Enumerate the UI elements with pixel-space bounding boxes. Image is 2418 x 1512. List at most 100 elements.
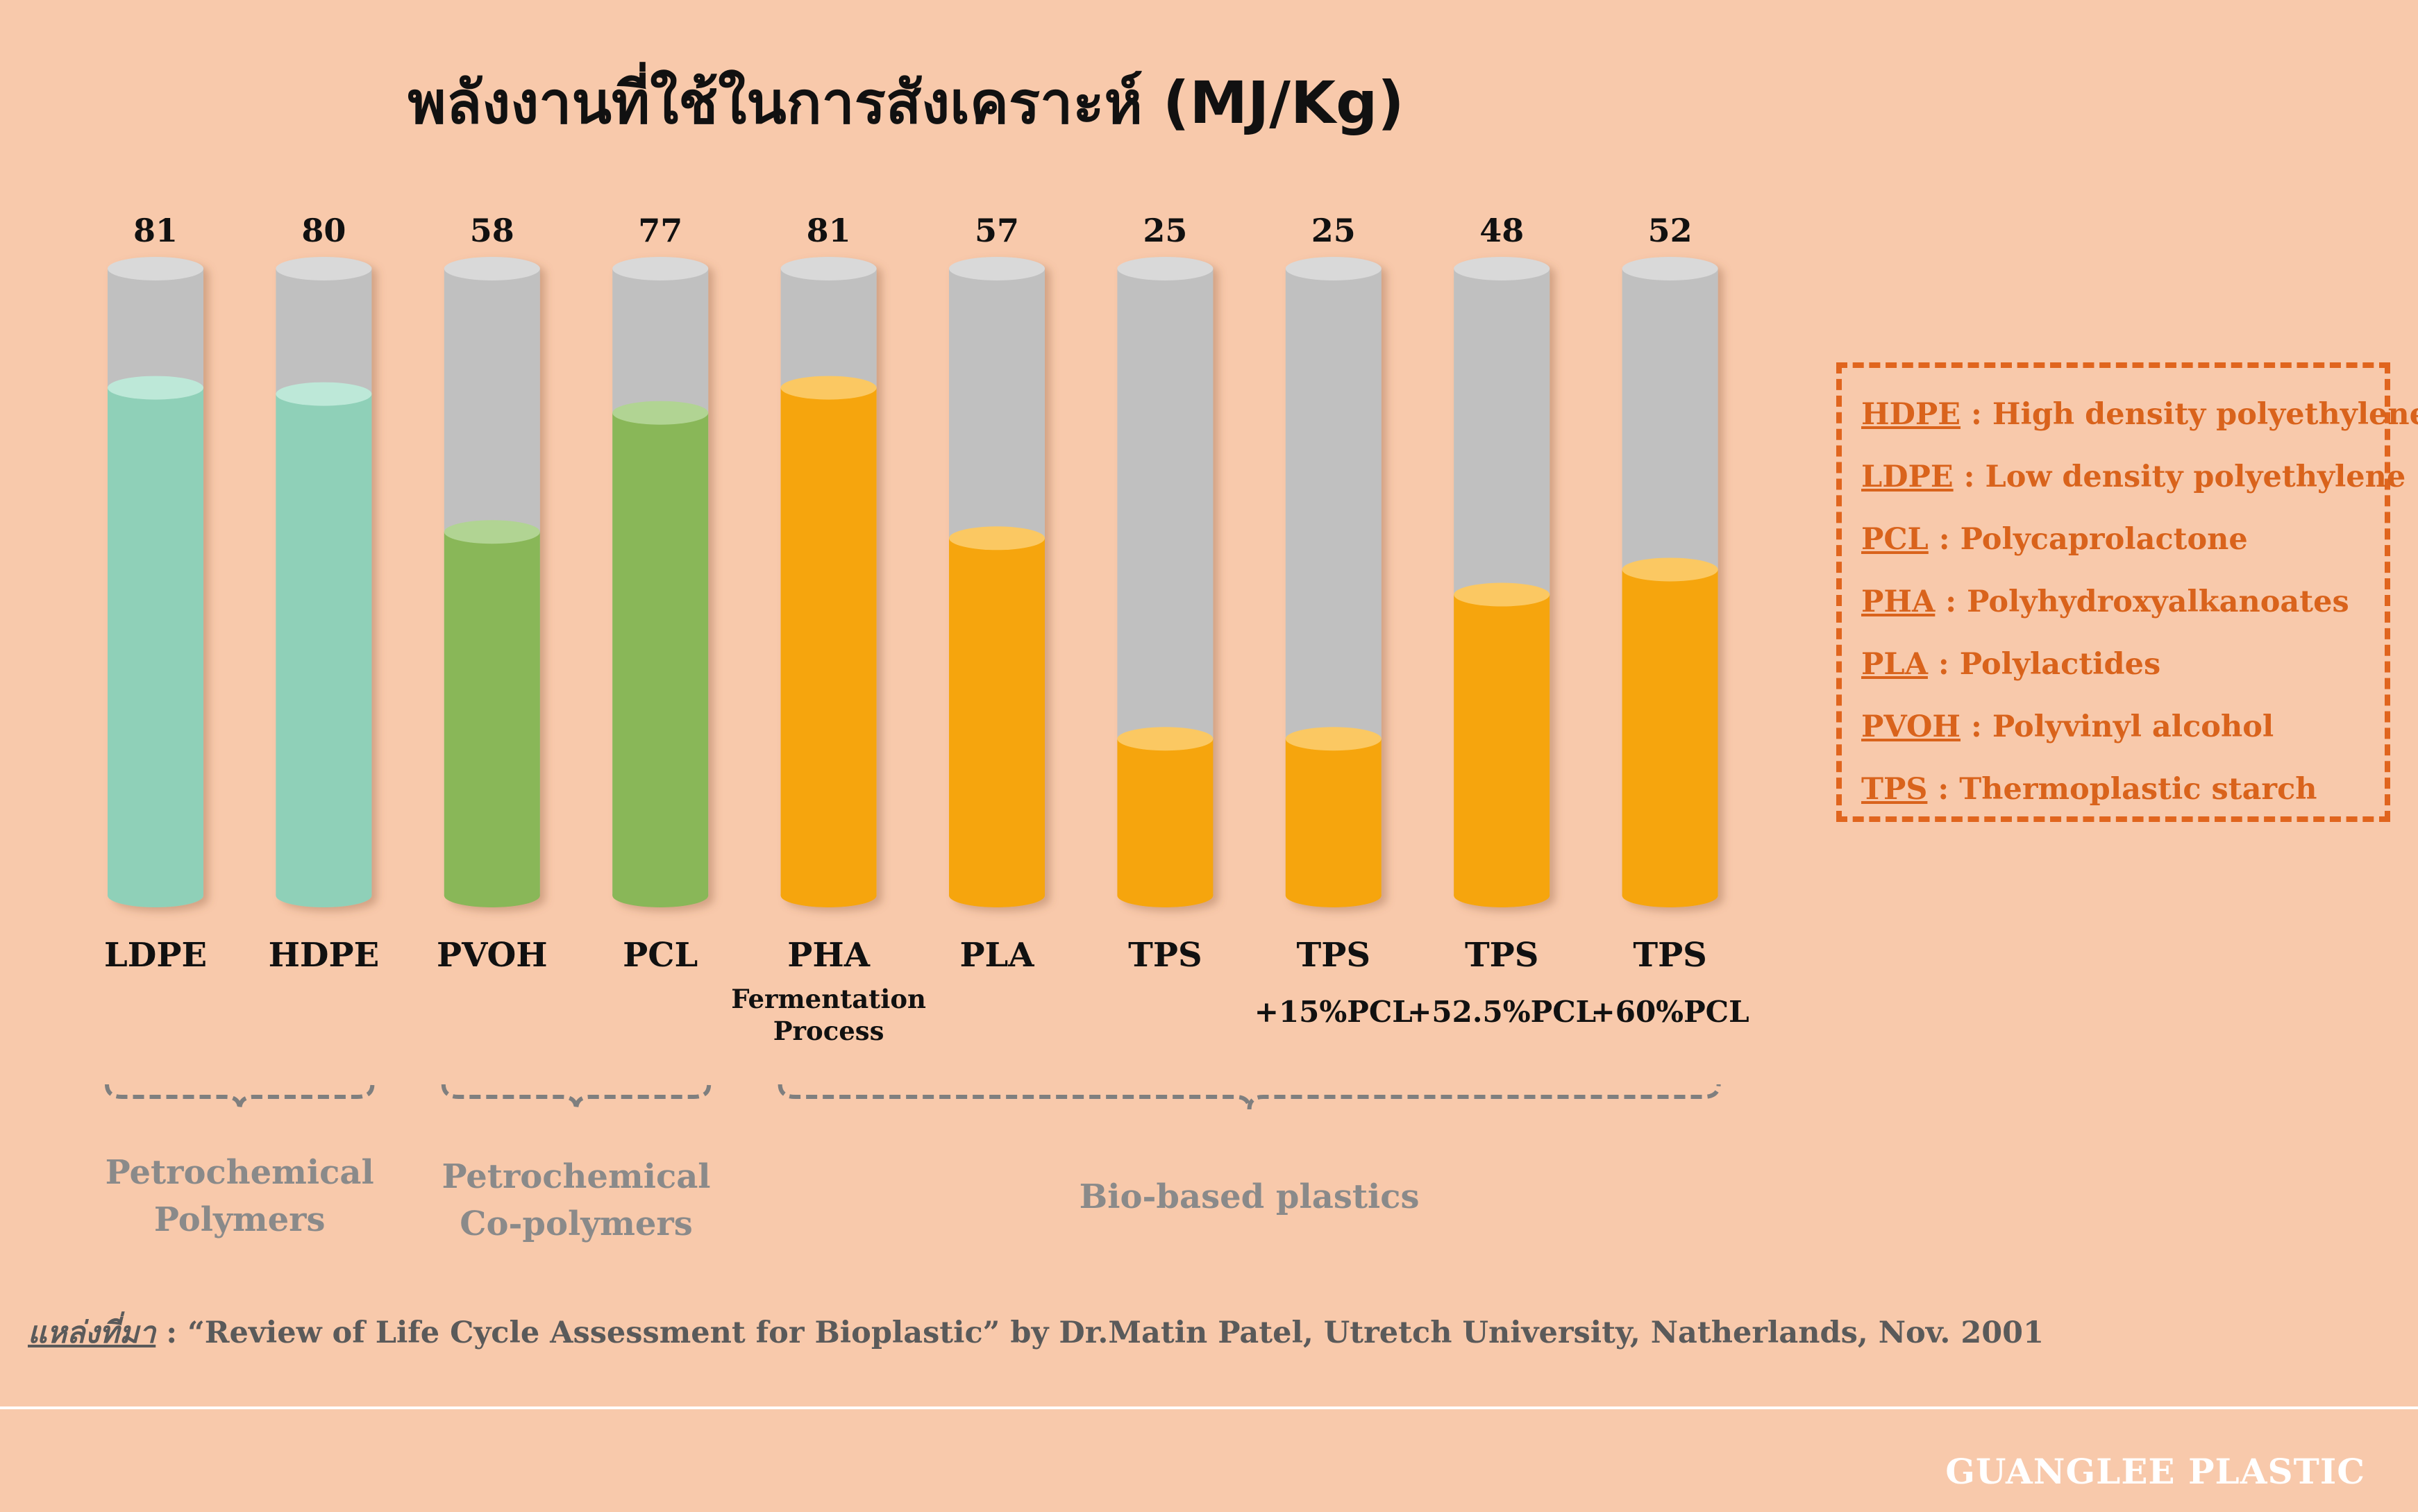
bar-top: [612, 257, 709, 280]
legend-item: PLA : Polylactides: [1861, 633, 2385, 696]
bar-top: [949, 257, 1045, 280]
legend-abbr: TPS: [1861, 772, 1928, 807]
bar-sub-label: Fermentation Process: [731, 984, 926, 1046]
legend-desc: Polyvinyl alcohol: [1992, 709, 2274, 744]
legend-desc: Polylactides: [1959, 647, 2161, 682]
bar-top: [1622, 257, 1718, 280]
legend-desc: Thermoplastic starch: [1959, 772, 2317, 807]
bar-value-label: 57: [975, 212, 1019, 249]
bar-fill-top: [108, 376, 203, 400]
group-label: Petrochemical Polymers: [106, 1153, 374, 1239]
bar-sub-label: +15%PCL: [1254, 995, 1413, 1029]
footer-divider: [0, 1406, 2418, 1409]
bar: [1117, 257, 1214, 907]
source-text: : “Review of Life Cycle Assessment for B…: [156, 1316, 2044, 1350]
bar-value-label: 58: [470, 212, 514, 249]
bar-top: [444, 257, 540, 280]
source-label: แหล่งที่มา: [28, 1316, 156, 1350]
bar-fill: [1454, 594, 1550, 896]
legend-item: PVOH : Polyvinyl alcohol: [1861, 696, 2385, 758]
bar: [949, 257, 1045, 907]
legend-abbr: PLA: [1861, 647, 1928, 682]
bar-category-label: PLA: [959, 936, 1034, 975]
bar-value-label: 77: [638, 212, 682, 249]
legend-desc: Polyhydroxyalkanoates: [1967, 585, 2349, 619]
legend-item: TPS : Thermoplastic starch: [1861, 758, 2385, 821]
bar-fill-top: [1117, 727, 1214, 751]
bar: [444, 257, 540, 907]
bar-fill-top: [949, 526, 1045, 551]
group-brace: [105, 1084, 375, 1110]
legend-separator: :: [1953, 460, 1985, 494]
bar-fill-top: [1454, 582, 1550, 607]
legend-list: HDPE : High density polyethylene LDPE : L…: [1861, 383, 2418, 821]
legend-abbr: LDPE: [1861, 460, 1954, 494]
bar-value-label: 25: [1311, 212, 1356, 249]
legend-item: LDPE : Low density polyethylene: [1861, 446, 2406, 508]
legend-abbr: HDPE: [1861, 397, 1961, 432]
group-brace: [778, 1084, 1721, 1110]
bar-fill: [1117, 739, 1214, 896]
bar-value-label: 52: [1648, 212, 1693, 249]
bar-sub-label: +60%PCL: [1591, 995, 1749, 1029]
bar-category-label: TPS: [1465, 936, 1538, 975]
legend-item: PCL : Polycaprolactone: [1861, 508, 2385, 571]
bar-category-label: TPS: [1297, 936, 1370, 975]
bar-top: [108, 257, 203, 280]
bar-fill: [444, 532, 540, 896]
bar: [612, 257, 709, 907]
legend-desc: High density polyethylene: [1992, 397, 2418, 432]
bar-fill: [108, 387, 203, 896]
bar: [108, 257, 203, 907]
bar-fill: [612, 412, 709, 896]
legend-box: HDPE : High density polyethylene LDPE : L…: [1836, 362, 2418, 822]
bar-category-label: PCL: [623, 936, 698, 975]
bar-fill-top: [1622, 557, 1718, 582]
bar-value-label: 48: [1479, 212, 1524, 249]
bar: [276, 257, 372, 907]
bar-top: [1285, 257, 1382, 280]
legend-separator: :: [1961, 397, 1992, 432]
bar-chart: 81 LDPE 80 HDPE 58 PVOH 77 PCL 81 PHA Fermentation…: [104, 212, 1749, 1243]
legend-desc: Polycaprolactone: [1960, 522, 2248, 557]
bar-top: [1454, 257, 1550, 280]
bar-fill: [949, 538, 1045, 896]
group-brace: [441, 1084, 712, 1110]
legend-item: PHA : Polyhydroxyalkanoates: [1861, 571, 2385, 633]
bar-top: [1117, 257, 1214, 280]
legend-separator: :: [1927, 772, 1960, 807]
bar-fill: [780, 387, 877, 896]
bar-value-label: 81: [807, 212, 851, 249]
bar-category-label: TPS: [1633, 936, 1706, 975]
bar-value-label: 81: [133, 212, 178, 249]
legend-separator: :: [1961, 709, 1992, 744]
chart-title: พลังงานที่ใช้ในการสังเคราะห์ (MJ/Kg): [408, 69, 1404, 137]
bar-category-label: PHA: [787, 936, 870, 975]
source-citation: แหล่งที่มา : “Review of Life Cycle Asses…: [28, 1309, 2044, 1356]
legend-separator: :: [1928, 522, 1961, 557]
bar-fill: [276, 394, 372, 896]
legend-desc: Low density polyethylene: [1985, 460, 2406, 494]
brand-name: GUANGLEE PLASTIC: [1945, 1451, 2365, 1492]
bar-category-label: HDPE: [269, 936, 380, 975]
legend-separator: :: [1927, 647, 1960, 682]
bar-top: [276, 257, 372, 280]
bar-sub-label: +52.5%PCL: [1407, 995, 1596, 1029]
bar: [1454, 257, 1550, 907]
group-label: Bio-based plastics: [1080, 1177, 1420, 1216]
bar: [780, 257, 877, 907]
bar-fill-top: [276, 382, 372, 406]
bar-fill-top: [780, 376, 877, 400]
bar-category-label: LDPE: [104, 936, 207, 975]
bar: [1622, 257, 1718, 907]
bar-fill: [1622, 569, 1718, 896]
bar-category-label: TPS: [1128, 936, 1202, 975]
bar-top: [780, 257, 877, 280]
legend-abbr: PVOH: [1861, 709, 1961, 744]
bar-fill-top: [444, 520, 540, 544]
bar-value-label: 25: [1143, 212, 1187, 249]
bar-fill: [1285, 739, 1382, 896]
bar: [1285, 257, 1382, 907]
bar-fill-top: [612, 401, 709, 425]
legend-item: HDPE : High density polyethylene: [1861, 383, 2418, 446]
